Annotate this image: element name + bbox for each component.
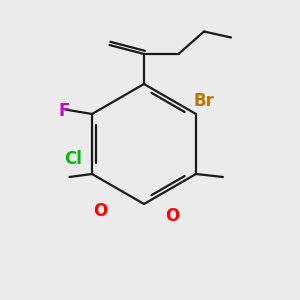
Text: O: O (165, 207, 180, 225)
Text: Cl: Cl (64, 150, 82, 168)
Text: F: F (59, 102, 70, 120)
Text: O: O (93, 202, 108, 220)
Text: Br: Br (194, 92, 214, 110)
